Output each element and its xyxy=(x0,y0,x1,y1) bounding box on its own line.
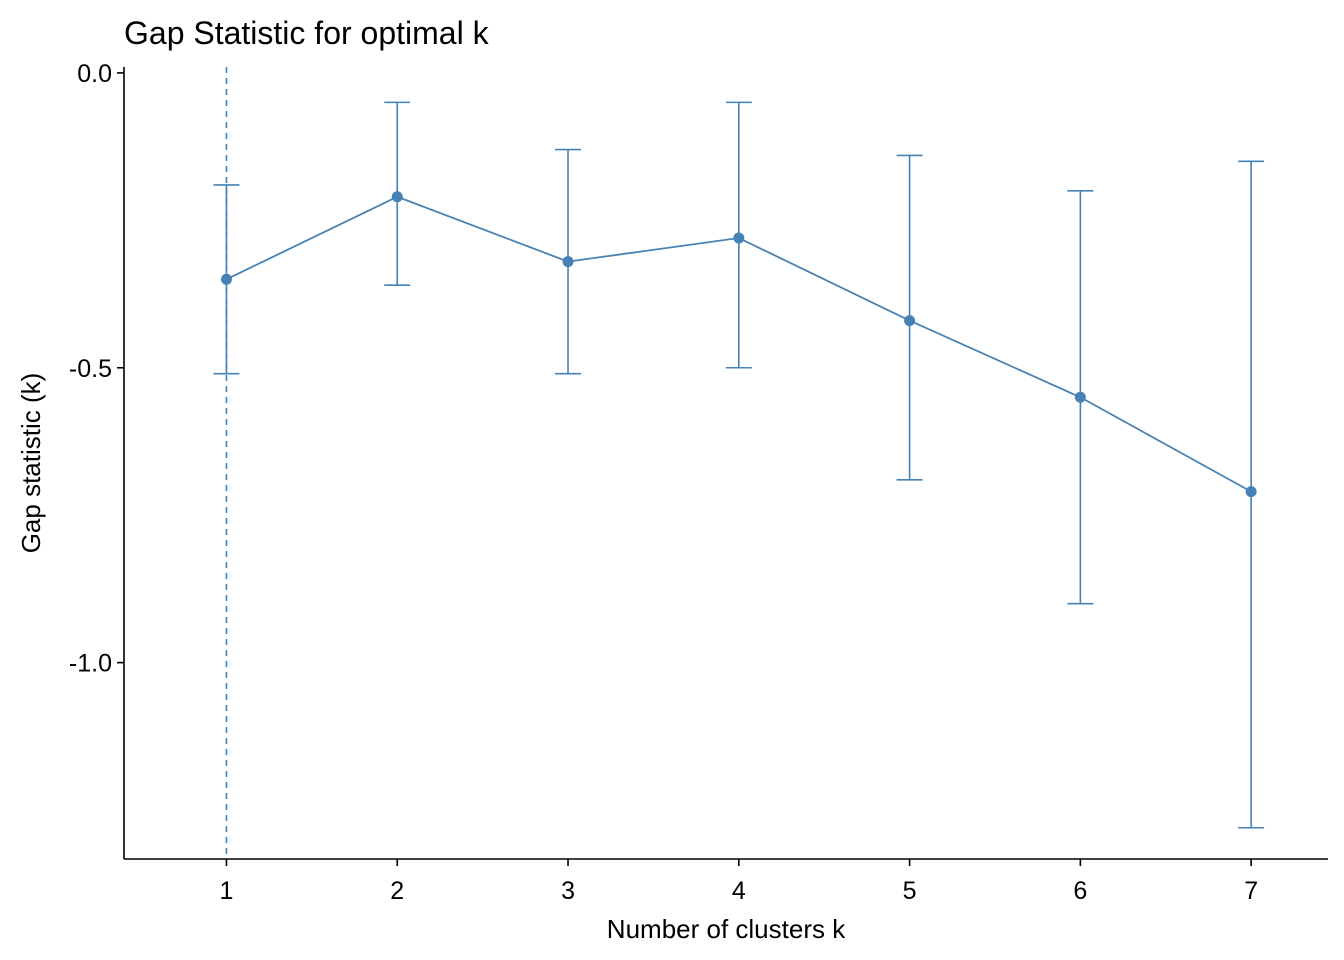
x-tick-label: 1 xyxy=(220,877,234,905)
chart-title: Gap Statistic for optimal k xyxy=(124,15,490,51)
plot-area xyxy=(213,67,1265,859)
data-point xyxy=(904,315,916,327)
data-point xyxy=(391,191,403,203)
x-tick-label: 5 xyxy=(903,877,917,905)
data-point xyxy=(733,232,745,244)
data-point xyxy=(1245,486,1257,498)
y-tick-label: -0.5 xyxy=(69,355,112,383)
y-tick-label: -1.0 xyxy=(69,650,112,678)
x-axis-label: Number of clusters k xyxy=(607,914,846,944)
y-axis-ticks: 0.0 -0.5 -1.0 xyxy=(69,60,124,678)
x-tick-label: 6 xyxy=(1073,877,1087,905)
data-point xyxy=(562,256,574,268)
y-tick-label: 0.0 xyxy=(77,60,112,88)
data-point xyxy=(1074,391,1086,403)
x-axis-ticks: 1 2 3 4 5 6 7 xyxy=(220,859,1258,905)
x-tick-label: 3 xyxy=(561,877,575,905)
data-point xyxy=(220,273,232,285)
y-axis-label: Gap statistic (k) xyxy=(16,373,46,554)
x-tick-label: 4 xyxy=(732,877,746,905)
x-tick-label: 7 xyxy=(1244,877,1258,905)
x-tick-label: 2 xyxy=(390,877,404,905)
